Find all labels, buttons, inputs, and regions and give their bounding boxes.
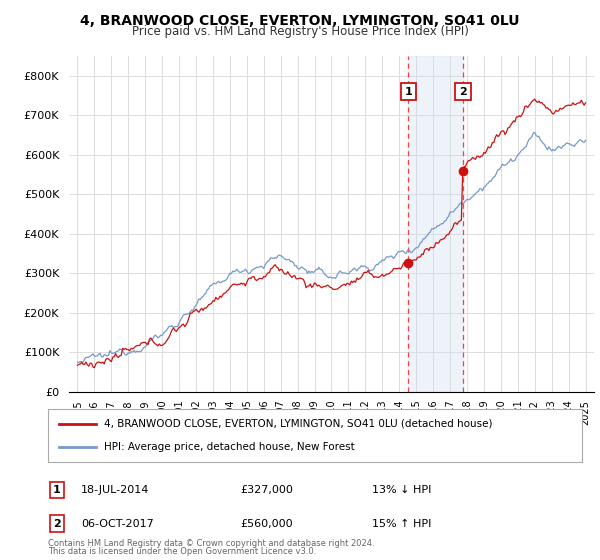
Text: This data is licensed under the Open Government Licence v3.0.: This data is licensed under the Open Gov… bbox=[48, 547, 316, 556]
Text: 15% ↑ HPI: 15% ↑ HPI bbox=[372, 519, 431, 529]
Text: HPI: Average price, detached house, New Forest: HPI: Average price, detached house, New … bbox=[104, 442, 355, 452]
Bar bbox=[409, 56, 463, 392]
Text: £327,000: £327,000 bbox=[240, 485, 293, 495]
Text: £560,000: £560,000 bbox=[240, 519, 293, 529]
Text: 13% ↓ HPI: 13% ↓ HPI bbox=[372, 485, 431, 495]
Text: Price paid vs. HM Land Registry's House Price Index (HPI): Price paid vs. HM Land Registry's House … bbox=[131, 25, 469, 38]
Text: 4, BRANWOOD CLOSE, EVERTON, LYMINGTON, SO41 0LU: 4, BRANWOOD CLOSE, EVERTON, LYMINGTON, S… bbox=[80, 14, 520, 28]
Text: 1: 1 bbox=[404, 87, 412, 96]
Text: 4, BRANWOOD CLOSE, EVERTON, LYMINGTON, SO41 0LU (detached house): 4, BRANWOOD CLOSE, EVERTON, LYMINGTON, S… bbox=[104, 419, 493, 429]
Text: 18-JUL-2014: 18-JUL-2014 bbox=[81, 485, 149, 495]
Text: 1: 1 bbox=[53, 485, 61, 495]
Text: 2: 2 bbox=[53, 519, 61, 529]
Text: 06-OCT-2017: 06-OCT-2017 bbox=[81, 519, 154, 529]
Text: Contains HM Land Registry data © Crown copyright and database right 2024.: Contains HM Land Registry data © Crown c… bbox=[48, 539, 374, 548]
Text: 2: 2 bbox=[459, 87, 467, 96]
